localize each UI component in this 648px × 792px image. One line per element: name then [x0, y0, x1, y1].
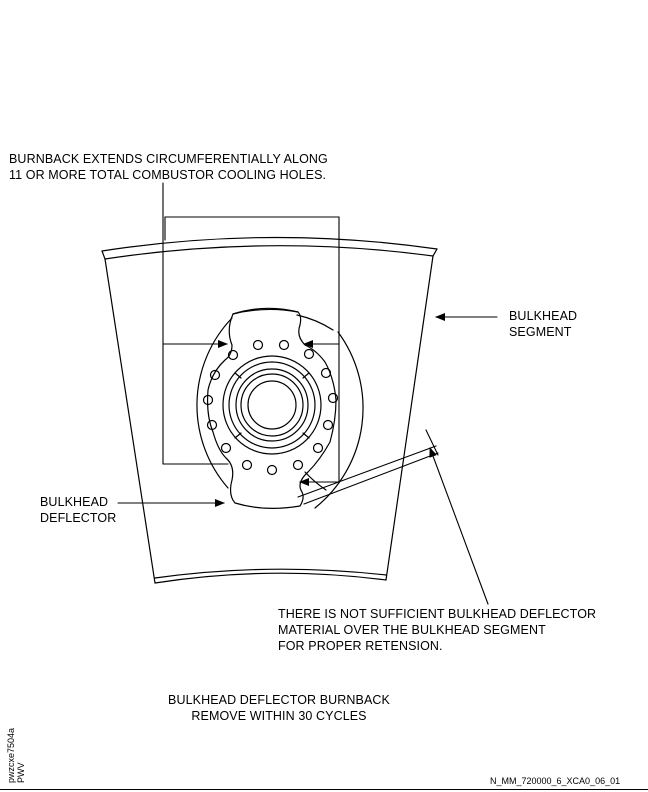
leader-arrows: [117, 313, 498, 605]
insufficient-line-3: FOR PROPER RETENSION.: [278, 639, 443, 653]
burnback-callout-line-1: BURNBACK EXTENDS CIRCUMFERENTIALLY ALONG: [9, 152, 328, 166]
side-code-2: PWV: [16, 762, 26, 783]
bulkhead-segment-label: BULKHEAD SEGMENT: [509, 308, 577, 340]
bulkhead-segment-label-line-2: SEGMENT: [509, 325, 572, 339]
figure-id: N_MM_720000_6_XCA0_06_01: [490, 776, 621, 786]
insufficient-line-2: MATERIAL OVER THE BULKHEAD SEGMENT: [278, 623, 546, 637]
deflector-outer-arc: [196, 307, 364, 509]
insufficient-line-1: THERE IS NOT SUFFICIENT BULKHEAD DEFLECT…: [278, 607, 597, 621]
side-code-block: pwzcxe7504a PWV: [6, 728, 26, 783]
bulkhead-deflector-label-line-1: BULKHEAD: [40, 495, 109, 509]
cooling-holes: [202, 339, 339, 476]
burnback-callout-line-2: 11 OR MORE TOTAL COMBUSTOR COOLING HOLES…: [9, 168, 327, 182]
burnback-callout: BURNBACK EXTENDS CIRCUMFERENTIALLY ALONG…: [9, 151, 328, 183]
burnback-bracket: [162, 182, 340, 484]
figure-caption: BULKHEAD DEFLECTOR BURNBACK REMOVE WITHI…: [150, 692, 408, 724]
bulkhead-segment-label-line-1: BULKHEAD: [509, 309, 578, 323]
side-code-1: pwzcxe7504a: [6, 727, 16, 783]
caption-line-2: REMOVE WITHIN 30 CYCLES: [191, 709, 367, 723]
bulkhead-deflector-label: BULKHEAD DEFLECTOR: [40, 494, 116, 526]
bottom-rule: [0, 789, 648, 790]
caption-line-1: BULKHEAD DEFLECTOR BURNBACK: [168, 693, 390, 707]
bulkhead-segment-outline: [101, 236, 438, 584]
insufficient-material-callout: THERE IS NOT SUFFICIENT BULKHEAD DEFLECT…: [278, 606, 596, 654]
swirler-rings: [222, 355, 322, 455]
bulkhead-deflector-outline: [206, 308, 337, 509]
bulkhead-deflector-label-line-2: DEFLECTOR: [40, 511, 117, 525]
